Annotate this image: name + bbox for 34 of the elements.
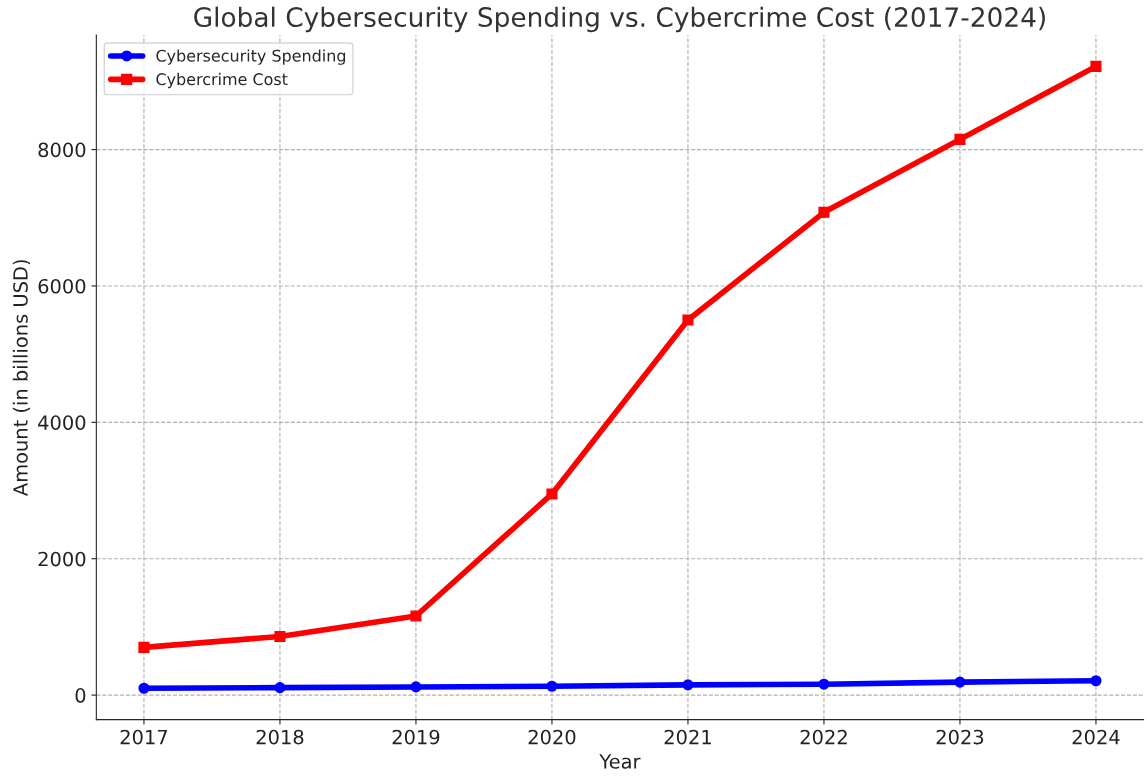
x-tick-label: 2019 — [392, 729, 440, 745]
x-tick-label: 2018 — [256, 729, 304, 745]
point — [410, 610, 422, 622]
point — [954, 676, 966, 688]
x-tick-label: 2020 — [528, 729, 576, 745]
x-tick-label: 2017 — [120, 729, 168, 745]
point — [818, 206, 830, 218]
point — [410, 681, 422, 693]
x-tick-label: 2023 — [936, 729, 984, 745]
legend-label: Cybersecurity Spending — [156, 49, 346, 65]
point — [138, 682, 150, 694]
point — [682, 314, 694, 326]
point — [274, 630, 286, 643]
point — [682, 679, 694, 691]
point — [1090, 60, 1102, 72]
y-tick-label: 8000 — [38, 142, 86, 158]
chart-title: Global Cybersecurity Spending vs. Cybercrime Cost (2017-2024) — [194, 6, 1045, 33]
point — [546, 680, 558, 692]
x-tick-label: 2021 — [664, 729, 711, 745]
point — [954, 133, 966, 145]
x-axis-title: Year — [599, 754, 641, 769]
x-tick-label: 2024 — [1072, 729, 1120, 745]
point — [274, 682, 286, 694]
point — [818, 678, 830, 690]
y-tick-label: 6000 — [38, 278, 86, 294]
legend-label: Cybercrime Cost — [156, 72, 288, 89]
point — [138, 641, 150, 653]
y-axis-title: Amount (in billions USD) — [12, 260, 31, 497]
point — [546, 488, 558, 500]
x-tick-label: 2022 — [800, 729, 847, 745]
y-tick-label: 2000 — [38, 551, 86, 567]
y-tick-label: 4000 — [38, 415, 86, 430]
point — [1090, 675, 1102, 687]
y-tick-label: 0 — [75, 688, 86, 703]
